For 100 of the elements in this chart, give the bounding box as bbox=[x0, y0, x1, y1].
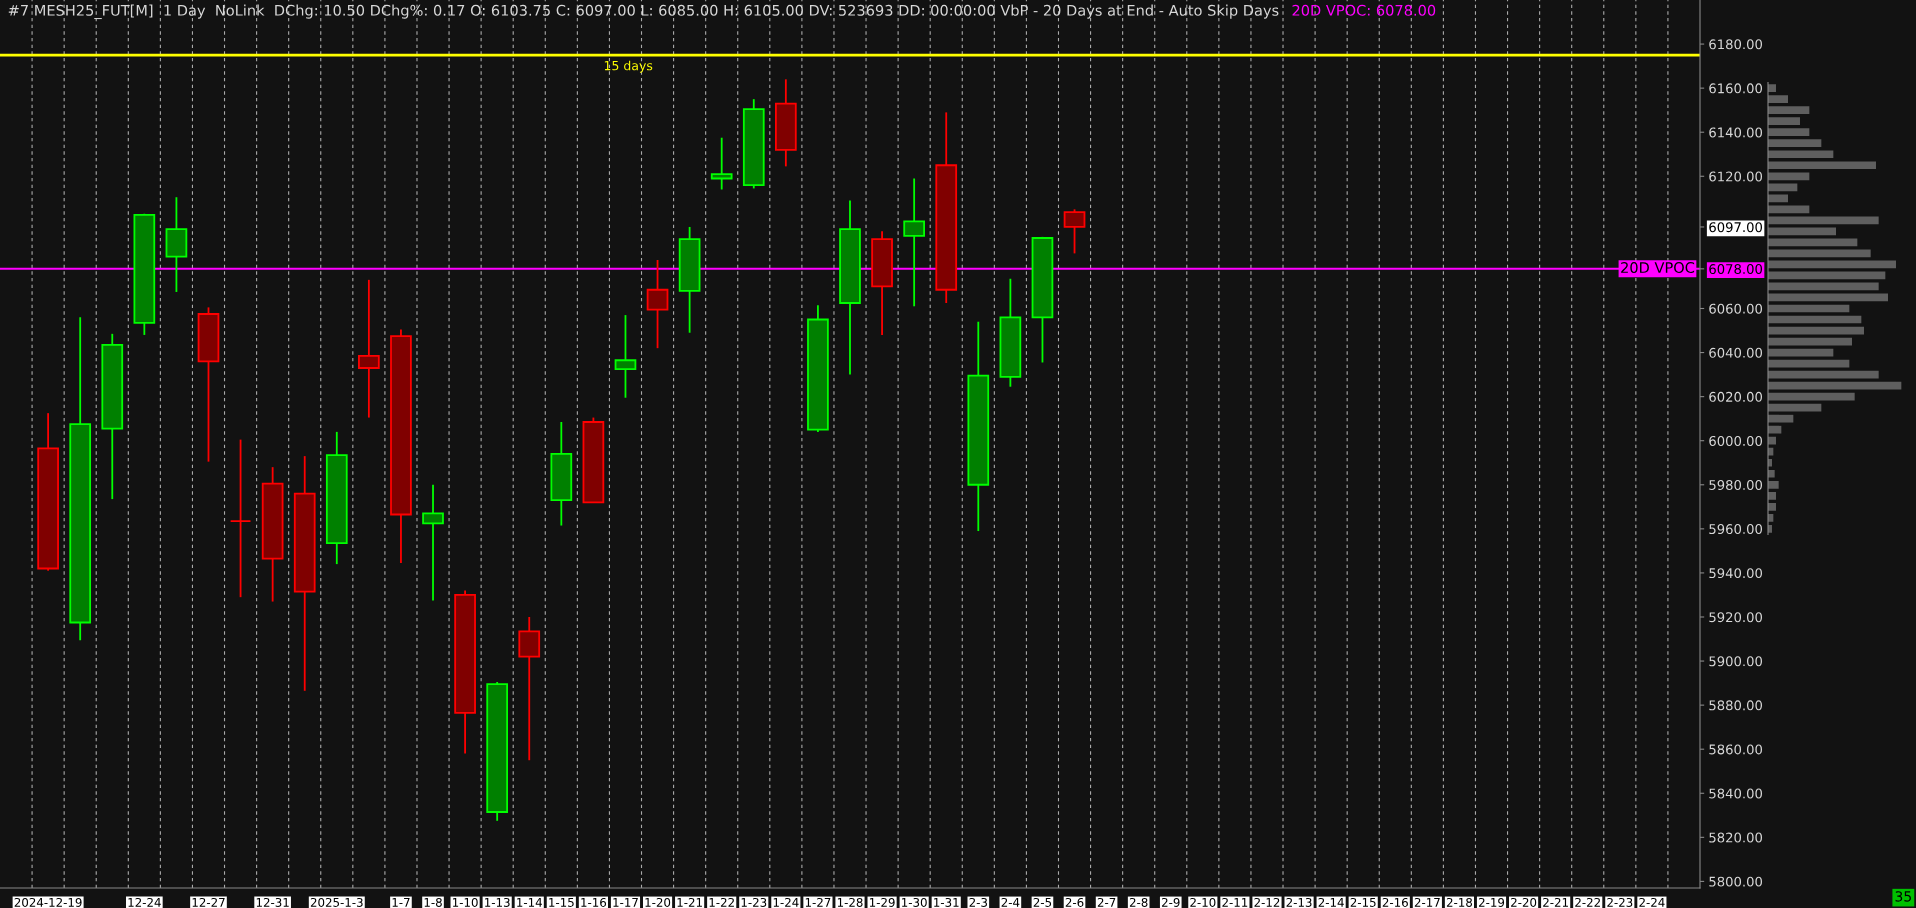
y-tick-label: 5840.00 bbox=[1709, 788, 1763, 799]
x-tick-label: 1-24 bbox=[773, 897, 799, 907]
x-tick-label: 2-6 bbox=[1065, 897, 1084, 907]
bar bbox=[1768, 194, 1788, 203]
bar bbox=[1768, 128, 1810, 137]
bar bbox=[1768, 183, 1798, 192]
y-tick-label: 6160.00 bbox=[1709, 83, 1763, 94]
bar bbox=[1768, 282, 1879, 291]
x-tick-label: 1-10 bbox=[452, 897, 478, 907]
bar bbox=[1768, 491, 1776, 500]
bar bbox=[1768, 84, 1776, 92]
candlestick bbox=[422, 483, 444, 602]
y-tick-label: 6180.00 bbox=[1709, 39, 1763, 50]
x-tick-label: 1-28 bbox=[837, 897, 863, 907]
chart-title: #7 MESH25_FUT[M] 1 Day NoLink DChg: 10.50 DChg%: 0.17 O: 6103.75 C: 6097.00 L: 6085.00 H: 6105.00 DV: 523693 DD: 00:00:00 VbP - 20 Days at End - Auto Skip Days bbox=[8, 4, 1279, 20]
bar bbox=[1768, 95, 1788, 104]
x-tick-label: 2-22 bbox=[1575, 897, 1600, 907]
x-tick-label: 1-16 bbox=[581, 897, 607, 907]
x-tick-label: 1-20 bbox=[645, 897, 671, 907]
candlestick bbox=[358, 278, 380, 419]
x-tick-label: 2-15 bbox=[1350, 897, 1376, 907]
candlestick bbox=[710, 136, 733, 191]
bar bbox=[1768, 425, 1782, 434]
y-tick-label: 5940.00 bbox=[1709, 568, 1763, 579]
bar bbox=[1768, 381, 1902, 390]
chart-subtitle: 20D VPOC: 6078.00 bbox=[1292, 4, 1436, 16]
y-tick-label: 5800.00 bbox=[1709, 876, 1763, 887]
x-tick-label: 2-4 bbox=[1001, 897, 1020, 907]
ref-line-label: 15 days bbox=[604, 60, 653, 73]
x-tick-label: 2-7 bbox=[1097, 897, 1116, 907]
y-tick-label: 6140.00 bbox=[1709, 127, 1763, 138]
bar bbox=[1768, 249, 1871, 258]
x-tick-label: 2-13 bbox=[1286, 897, 1312, 907]
candlestick bbox=[1063, 208, 1086, 255]
x-tick-label: 2-20 bbox=[1511, 897, 1537, 907]
x-tick-label: 2-5 bbox=[1033, 897, 1052, 907]
x-tick-label: 2-18 bbox=[1446, 897, 1473, 907]
x-tick-label: 1-27 bbox=[805, 897, 831, 907]
bar bbox=[1768, 480, 1779, 489]
x-tick-label: 2024-12-19 bbox=[14, 897, 82, 907]
bar bbox=[1768, 227, 1836, 236]
bar bbox=[1768, 392, 1855, 401]
candlestick bbox=[903, 177, 925, 308]
x-tick-label: 12-24 bbox=[128, 897, 161, 907]
bar bbox=[1768, 271, 1886, 280]
bar bbox=[1768, 117, 1800, 126]
bar bbox=[1768, 370, 1879, 379]
y-tick-label: 6120.00 bbox=[1709, 171, 1763, 182]
x-tick-label: 1-7 bbox=[392, 898, 410, 907]
x-tick-label: 2025-1-3 bbox=[310, 897, 363, 907]
x-tick-label: 1-8 bbox=[424, 897, 442, 907]
candlestick bbox=[614, 314, 637, 399]
bar bbox=[1768, 469, 1775, 478]
x-tick-label: 12-27 bbox=[192, 897, 225, 907]
bar bbox=[1768, 216, 1879, 225]
y-tick-label: 6078.00 bbox=[1709, 264, 1763, 275]
x-tick-label: 1-31 bbox=[934, 897, 959, 907]
y-tick-label: 5880.00 bbox=[1709, 700, 1763, 711]
x-tick-label: 2-17 bbox=[1414, 897, 1440, 907]
y-tick-label: 5860.00 bbox=[1709, 744, 1763, 755]
y-tick-label: 5980.00 bbox=[1709, 480, 1763, 490]
y-tick-label: 6000.00 bbox=[1709, 435, 1763, 446]
bar bbox=[1768, 414, 1794, 423]
bar bbox=[1768, 436, 1776, 445]
x-tick-label: 1-30 bbox=[902, 897, 927, 907]
bar bbox=[1768, 161, 1876, 170]
x-tick-label: 12-31 bbox=[256, 897, 289, 907]
candlestick bbox=[646, 259, 669, 350]
bar bbox=[1768, 326, 1864, 335]
x-tick-label: 2-8 bbox=[1129, 897, 1148, 907]
y-tick-label: 6060.00 bbox=[1709, 303, 1763, 314]
y-tick-label: 5900.00 bbox=[1709, 656, 1763, 667]
text: 35 bbox=[1895, 891, 1911, 902]
x-tick-label: 1-13 bbox=[485, 897, 510, 907]
x-tick-label: 2-3 bbox=[969, 897, 987, 907]
ref-line-label: 20D VPOC bbox=[1621, 262, 1695, 274]
bar bbox=[1768, 172, 1810, 181]
x-tick-label: 2-19 bbox=[1478, 897, 1505, 907]
y-tick-label: 5820.00 bbox=[1709, 832, 1763, 843]
bar bbox=[1768, 403, 1822, 412]
bar bbox=[1768, 150, 1834, 159]
bar bbox=[1768, 260, 1896, 269]
x-tick-label: 2-9 bbox=[1161, 897, 1180, 907]
x-tick-label: 1-22 bbox=[709, 897, 734, 907]
y-tick-label: 6097.00 bbox=[1709, 222, 1763, 233]
bar bbox=[1768, 106, 1810, 115]
x-tick-label: 2-23 bbox=[1607, 897, 1633, 907]
bar bbox=[1768, 139, 1822, 148]
x-tick-label: 1-21 bbox=[677, 897, 702, 907]
x-tick-label: 2-12 bbox=[1254, 897, 1280, 907]
x-tick-label: 2-14 bbox=[1318, 897, 1344, 907]
y-tick-label: 6020.00 bbox=[1709, 391, 1763, 402]
x-tick-label: 2-24 bbox=[1639, 897, 1665, 907]
x-tick-label: 1-29 bbox=[869, 897, 895, 907]
x-tick-label: 1-14 bbox=[517, 898, 542, 907]
bar bbox=[1768, 502, 1776, 511]
x-tick-label: 2-10 bbox=[1190, 897, 1216, 907]
x-tick-label: 2-16 bbox=[1382, 897, 1408, 907]
x-tick-label: 2-21 bbox=[1543, 897, 1568, 907]
y-tick-label: 6040.00 bbox=[1709, 347, 1763, 358]
